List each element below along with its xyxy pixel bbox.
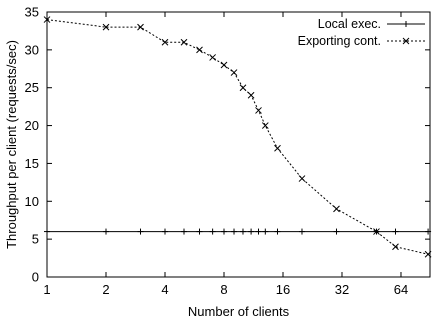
legend-item: Local exec.: [318, 17, 425, 31]
series-layer: [43, 16, 432, 258]
legend-label: Local exec.: [318, 17, 381, 31]
legend-item: Exporting cont.: [298, 34, 425, 48]
data-point: [255, 107, 262, 114]
y-tick-label: 35: [25, 5, 39, 20]
data-point: [102, 228, 109, 235]
data-point: [180, 228, 187, 235]
marker-stroke: [333, 205, 340, 213]
x-tick-label: 32: [335, 282, 349, 297]
y-tick-label: 5: [32, 232, 39, 247]
marker-stroke: [137, 23, 144, 31]
data-point: [373, 228, 380, 235]
y-tick-label: 15: [25, 156, 39, 171]
marker-stroke: [261, 122, 269, 129]
data-point: [231, 228, 238, 235]
x-tick-label: 16: [276, 282, 290, 297]
data-point: [196, 46, 203, 54]
data-point: [43, 16, 51, 23]
marker-stroke: [220, 61, 228, 69]
series-local-exec: [44, 228, 432, 235]
x-tick-label: 64: [394, 282, 408, 297]
y-tick-label: 25: [25, 80, 39, 95]
marker-stroke: [298, 175, 306, 182]
marker-stroke: [102, 23, 110, 31]
data-point: [298, 228, 305, 235]
marker-stroke: [274, 144, 281, 152]
marker-stroke: [196, 46, 203, 54]
data-point: [180, 38, 188, 46]
data-point: [196, 228, 203, 235]
series-exporting-cont: [43, 16, 432, 258]
data-point: [298, 175, 306, 182]
x-tick-label: 2: [102, 282, 109, 297]
x-tick-label: 4: [161, 282, 168, 297]
data-point: [392, 228, 399, 235]
marker-stroke: [230, 69, 238, 76]
data-point: [220, 228, 227, 235]
y-tick-label: 30: [25, 42, 39, 57]
data-point: [230, 69, 238, 76]
data-point: [220, 61, 228, 69]
data-point: [239, 84, 247, 92]
marker-stroke: [247, 91, 255, 99]
data-point: [44, 228, 50, 235]
legend-marker: [402, 37, 410, 45]
marker-stroke: [424, 250, 432, 258]
marker-stroke: [392, 243, 399, 251]
data-point: [425, 228, 432, 235]
legend: Local exec. Exporting cont.: [298, 17, 425, 48]
data-point: [247, 91, 255, 99]
data-point: [333, 205, 340, 213]
series-line: [46, 19, 429, 255]
y-tick-label: 0: [32, 270, 39, 285]
data-point: [255, 228, 262, 235]
marker-stroke: [402, 37, 410, 45]
data-point: [333, 228, 340, 235]
data-point: [274, 144, 281, 152]
data-point: [102, 23, 110, 31]
data-point: [161, 228, 168, 235]
data-point: [392, 243, 399, 251]
data-point: [248, 228, 255, 235]
legend-marker: [403, 21, 409, 27]
data-point: [161, 38, 169, 46]
marker-stroke: [373, 228, 380, 235]
x-tick-label: 1: [43, 282, 50, 297]
x-axis-title: Number of clients: [188, 304, 290, 319]
data-point: [239, 228, 246, 235]
marker-stroke: [161, 38, 169, 46]
legend-label: Exporting cont.: [298, 34, 381, 48]
data-point: [261, 122, 269, 129]
marker-stroke: [209, 54, 216, 61]
axes: 1 2 4 8 16 32 64 0 5 10 15 20 25 30 35 Number of client…: [4, 5, 431, 319]
data-point: [209, 54, 216, 61]
data-point: [262, 228, 269, 235]
y-tick-label: 10: [25, 194, 39, 209]
plot-frame: [46, 11, 431, 278]
y-axis-title: Throughput per client (requests/sec): [4, 40, 19, 249]
marker-stroke: [239, 84, 247, 92]
data-point: [274, 228, 281, 235]
y-tick-label: 20: [25, 118, 39, 133]
marker-stroke: [180, 38, 188, 46]
data-point: [137, 23, 144, 31]
data-point: [209, 228, 216, 235]
marker-stroke: [255, 107, 262, 114]
data-point: [137, 228, 144, 235]
data-point: [424, 250, 432, 258]
x-tick-label: 8: [220, 282, 227, 297]
marker-stroke: [43, 16, 51, 23]
